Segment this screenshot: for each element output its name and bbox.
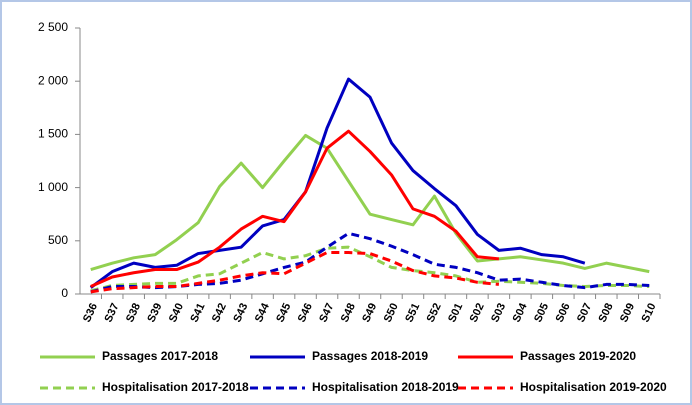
x-tick-label: S03 bbox=[489, 301, 508, 324]
y-tick-label: 500 bbox=[48, 233, 68, 247]
legend-label: Hospitalisation 2017-2018 bbox=[102, 380, 249, 394]
series-line bbox=[90, 129, 500, 288]
x-tick-label: S44 bbox=[253, 301, 273, 325]
x-tick-label: S40 bbox=[167, 301, 186, 324]
x-tick-label: S36 bbox=[81, 301, 100, 324]
x-tick-label: S43 bbox=[231, 301, 250, 324]
x-tick-label: S37 bbox=[102, 301, 121, 324]
legend-label: Passages 2019-2020 bbox=[520, 349, 636, 363]
y-tick-label: 2 500 bbox=[38, 20, 68, 34]
x-tick-label: S01 bbox=[446, 301, 465, 324]
y-tick-label: 0 bbox=[61, 286, 68, 300]
legend-label: Hospitalisation 2018-2019 bbox=[312, 380, 459, 394]
x-tick-label: S02 bbox=[468, 301, 487, 324]
x-tick-label: S47 bbox=[317, 301, 336, 324]
x-tick-label: S39 bbox=[145, 301, 164, 324]
x-tick-label: S04 bbox=[511, 301, 531, 325]
y-tick-label: 1 000 bbox=[38, 180, 68, 194]
y-tick-label: 1 500 bbox=[38, 127, 68, 141]
x-tick-label: S06 bbox=[554, 301, 573, 324]
x-tick-label: S48 bbox=[339, 301, 358, 324]
x-tick-label: S49 bbox=[360, 301, 379, 324]
series-line bbox=[89, 77, 586, 289]
legend-label: Passages 2017-2018 bbox=[102, 349, 218, 363]
legend-label: Hospitalisation 2019-2020 bbox=[520, 380, 667, 394]
x-tick-label: S38 bbox=[124, 301, 143, 324]
x-tick-label: S10 bbox=[639, 301, 658, 324]
x-tick-label: S08 bbox=[596, 301, 615, 324]
x-tick-label: S45 bbox=[274, 301, 293, 324]
series-line bbox=[90, 251, 500, 294]
x-tick-label: S07 bbox=[575, 301, 594, 324]
x-tick-label: S52 bbox=[425, 301, 444, 324]
x-tick-label: S51 bbox=[403, 301, 422, 324]
legend-label: Passages 2018-2019 bbox=[312, 349, 428, 363]
x-tick-label: S46 bbox=[296, 301, 315, 324]
x-tick-label: S05 bbox=[532, 301, 551, 324]
x-tick-label: S41 bbox=[188, 301, 207, 324]
x-tick-label: S42 bbox=[210, 301, 229, 324]
x-tick-label: S50 bbox=[382, 301, 401, 324]
series-line bbox=[90, 133, 650, 274]
x-tick-label: S09 bbox=[618, 301, 637, 324]
y-tick-label: 2 000 bbox=[38, 73, 68, 87]
